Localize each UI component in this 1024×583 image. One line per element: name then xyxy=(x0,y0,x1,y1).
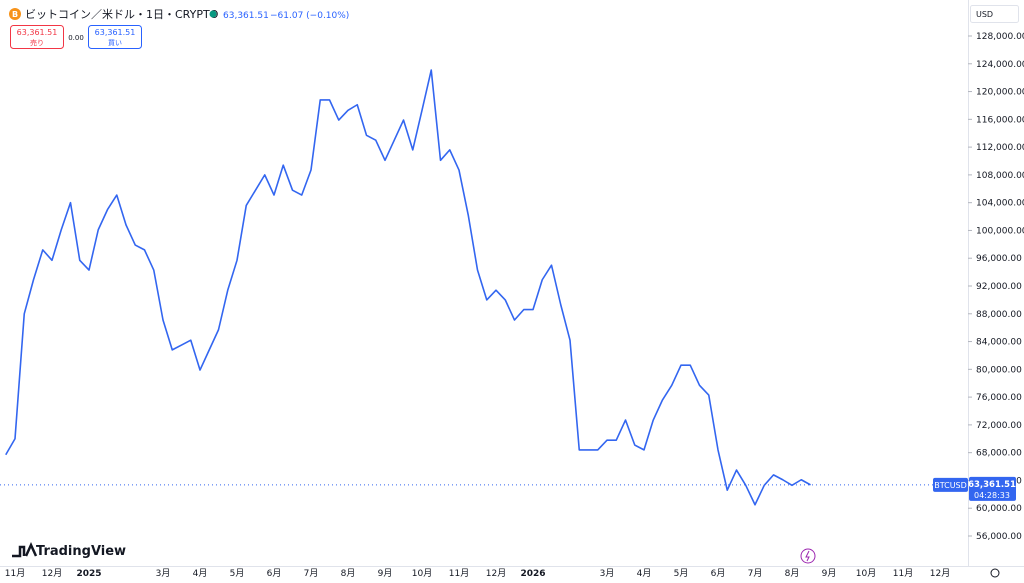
currency-select[interactable] xyxy=(970,5,1019,23)
y-tick-label: 116,000.00 xyxy=(976,115,1024,125)
y-tick-label: 84,000.00 xyxy=(976,338,1022,348)
y-tick-label: 88,000.00 xyxy=(976,310,1022,320)
y-tick-label: 120,000.00 xyxy=(976,88,1024,98)
x-tick-label: 3月 xyxy=(600,568,615,579)
x-tick-label: 6月 xyxy=(267,568,282,579)
sell-price: 63,361.51 xyxy=(17,28,58,37)
y-tick-label: 104,000.00 xyxy=(976,199,1024,209)
x-tick-label: 2025 xyxy=(76,569,101,579)
x-tick-label: 8月 xyxy=(341,568,356,579)
marks: 56,000.0060,000.0064,000.0068,000.0072,0… xyxy=(0,32,1024,579)
x-tick-label: 7月 xyxy=(304,568,319,579)
x-tick-label: 5月 xyxy=(674,568,689,579)
y-tick-label: 80,000.00 xyxy=(976,365,1022,375)
x-tick-label: 3月 xyxy=(156,568,171,579)
y-tick-label: 60,000.00 xyxy=(976,504,1022,514)
x-tick-label: 10月 xyxy=(412,568,432,579)
y-tick-label: 72,000.00 xyxy=(976,421,1022,431)
coin-icon xyxy=(9,8,21,20)
x-tick-label: 11月 xyxy=(893,568,913,579)
x-tick-label: 2026 xyxy=(520,569,545,579)
x-tick-label: 9月 xyxy=(378,568,393,579)
x-tick-label: 8月 xyxy=(785,568,800,579)
price-line xyxy=(5,69,811,506)
brand-logo xyxy=(12,541,38,558)
header-change: −61.07 (−0.10%) xyxy=(270,11,349,21)
x-tick-label: 11月 xyxy=(5,568,25,579)
settings-icon[interactable] xyxy=(990,568,1000,578)
y-tick-label: 68,000.00 xyxy=(976,449,1022,459)
y-tick-label: 112,000.00 xyxy=(976,143,1024,153)
y-tick-label: 96,000.00 xyxy=(976,254,1022,264)
buy-price: 63,361.51 xyxy=(95,28,136,37)
x-tick-label: 5月 xyxy=(230,568,245,579)
market-status xyxy=(209,10,217,18)
event-icon[interactable] xyxy=(800,548,816,564)
y-tick-label: 92,000.00 xyxy=(976,282,1022,292)
symbol-badge: BTCUSD xyxy=(934,481,967,490)
header-price: 63,361.51 xyxy=(223,11,269,21)
spread: 0.00 xyxy=(68,34,84,42)
y-tick-label: 128,000.00 xyxy=(976,32,1024,42)
brand[interactable]: TradingView xyxy=(36,544,126,559)
x-tick-label: 4月 xyxy=(637,568,652,579)
y-tick-label: 56,000.00 xyxy=(976,532,1022,542)
countdown: 04:28:33 xyxy=(974,491,1010,500)
buy-label: 買い xyxy=(108,39,122,47)
price-badge-bg xyxy=(969,476,1016,501)
currency: USD xyxy=(976,10,993,19)
event-icon-bolt xyxy=(805,550,810,562)
x-tick-label: 12月 xyxy=(486,568,506,579)
coin-icon-text: B xyxy=(12,10,18,19)
y-tick-label: 124,000.00 xyxy=(976,60,1024,70)
y-tick-label: 100,000.00 xyxy=(976,226,1024,236)
x-tick-label: 12月 xyxy=(930,568,950,579)
y-tick-label: 108,000.00 xyxy=(976,171,1024,181)
x-tick-label: 7月 xyxy=(748,568,763,579)
x-tick-label: 6月 xyxy=(711,568,726,579)
y-tick-label: 76,000.00 xyxy=(976,393,1022,403)
x-tick-label: 10月 xyxy=(856,568,876,579)
sell-button[interactable] xyxy=(10,25,64,49)
x-tick-label: 12月 xyxy=(42,568,62,579)
x-tick-label: 9月 xyxy=(822,568,837,579)
x-tick-label: 11月 xyxy=(449,568,469,579)
symbol-title[interactable]: ビットコイン／米ドル・1日・CRYPTO xyxy=(25,8,219,21)
sell-label: 売り xyxy=(30,38,44,47)
x-tick-label: 4月 xyxy=(193,568,208,579)
price-badge: 63,361.51 xyxy=(968,480,1016,490)
buy-button[interactable] xyxy=(88,25,142,49)
symbol-badge-bg xyxy=(933,477,968,492)
